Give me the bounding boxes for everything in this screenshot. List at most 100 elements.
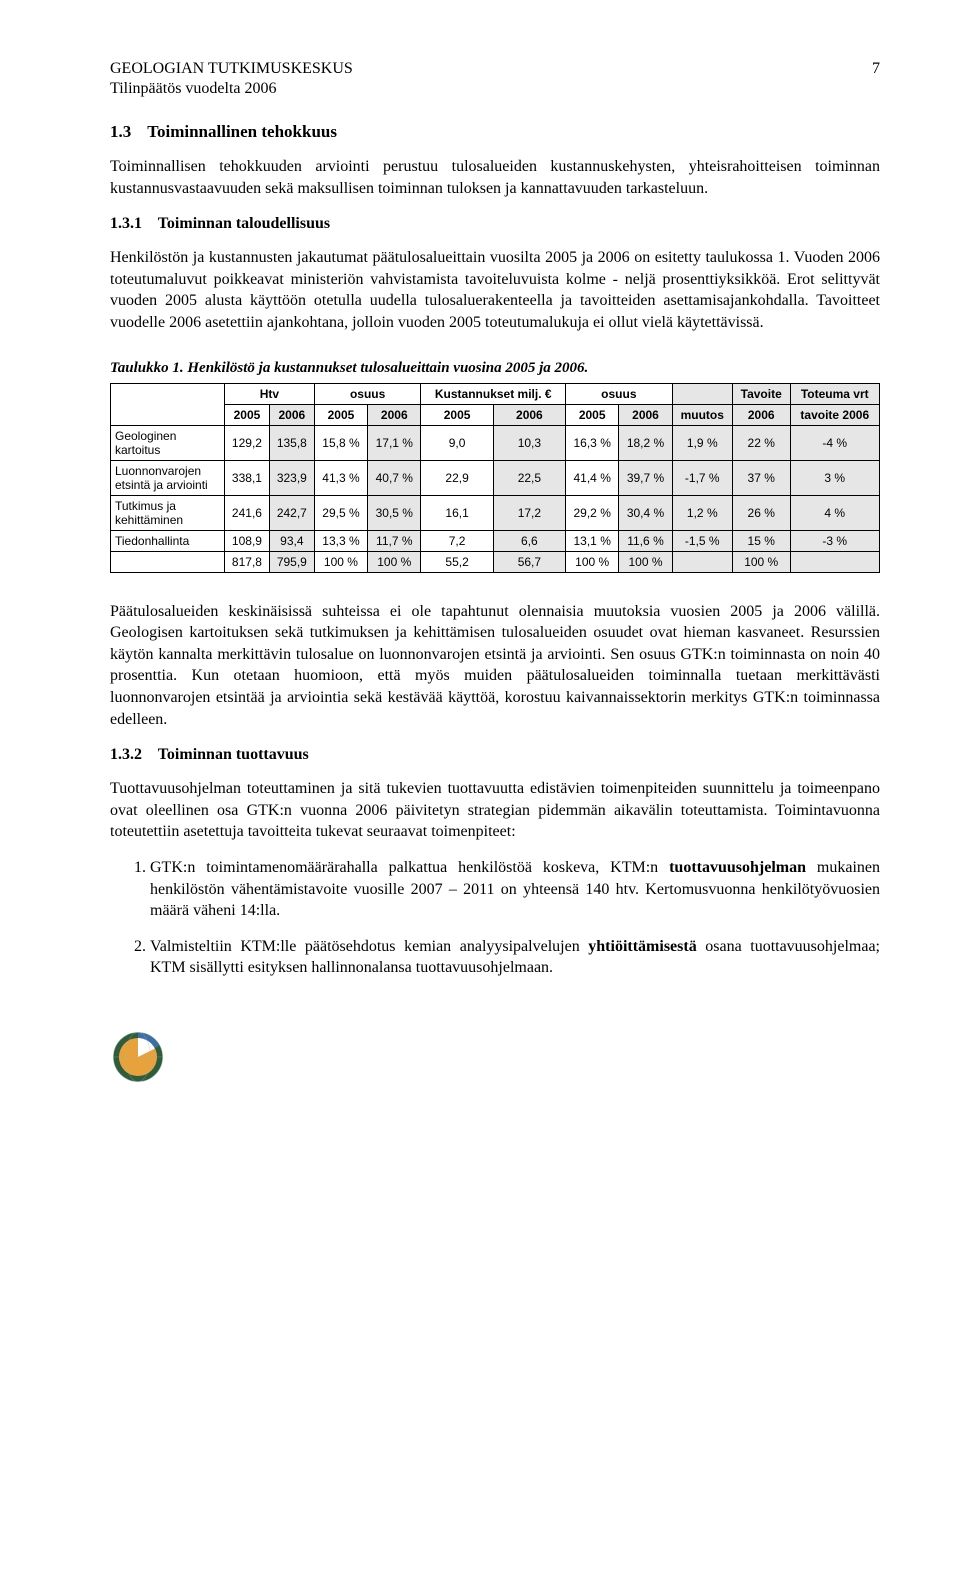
globe-icon <box>110 1029 166 1085</box>
cell: 100 % <box>566 551 619 572</box>
section-1-3-2-heading: 1.3.2 Toiminnan tuottavuus <box>110 746 880 764</box>
table-row: Luonnonvarojen etsintä ja arviointi338,1… <box>111 460 880 495</box>
th-y: 2006 <box>493 404 565 425</box>
cell: 338,1 <box>225 460 270 495</box>
cell: 56,7 <box>493 551 565 572</box>
cell: 4 % <box>790 495 879 530</box>
cell: 17,1 % <box>368 425 421 460</box>
cell: 241,6 <box>225 495 270 530</box>
document-page: GEOLOGIAN TUTKIMUSKESKUS 7 Tilinpäätös v… <box>0 0 960 1130</box>
th-osuus1: osuus <box>314 383 421 404</box>
cell: 29,5 % <box>314 495 367 530</box>
cell: 16,3 % <box>566 425 619 460</box>
cell: 11,6 % <box>619 530 672 551</box>
row-label: Luonnonvarojen etsintä ja arviointi <box>111 460 225 495</box>
post-table-p1: Päätulosalueiden keskinäisissä suhteissa… <box>110 601 880 731</box>
cell: 30,5 % <box>368 495 421 530</box>
numbered-list: GTK:n toimintamenomäärärahalla palkattua… <box>110 857 880 979</box>
cell: 3 % <box>790 460 879 495</box>
th-osuus2: osuus <box>566 383 673 404</box>
cell: 13,1 % <box>566 530 619 551</box>
table-1: Htv osuus Kustannukset milj. € osuus Tav… <box>110 383 880 573</box>
cell: 323,9 <box>269 460 314 495</box>
header-title: GEOLOGIAN TUTKIMUSKESKUS <box>110 60 353 78</box>
cell: 100 % <box>619 551 672 572</box>
cell: 817,8 <box>225 551 270 572</box>
list-item: Valmisteltiin KTM:lle päätösehdotus kemi… <box>150 936 880 979</box>
cell: 9,0 <box>421 425 493 460</box>
cell: 108,9 <box>225 530 270 551</box>
subsection-number: 1.3.1 <box>110 215 142 233</box>
th-y: 2006 <box>732 404 790 425</box>
th-muutos-blank <box>672 383 732 404</box>
cell: 17,2 <box>493 495 565 530</box>
cell: 41,3 % <box>314 460 367 495</box>
th-y: muutos <box>672 404 732 425</box>
cell: 18,2 % <box>619 425 672 460</box>
subsection-title: Toiminnan tuottavuus <box>158 746 309 763</box>
logo <box>110 1029 880 1090</box>
th-y: 2005 <box>566 404 619 425</box>
cell: 11,7 % <box>368 530 421 551</box>
th-y: 2005 <box>225 404 270 425</box>
th-htv: Htv <box>225 383 315 404</box>
cell: 22 % <box>732 425 790 460</box>
th-y: 2006 <box>619 404 672 425</box>
cell: 37 % <box>732 460 790 495</box>
list-item: GTK:n toimintamenomäärärahalla palkattua… <box>150 857 880 922</box>
cell: -1,5 % <box>672 530 732 551</box>
cell: 100 % <box>732 551 790 572</box>
row-label <box>111 551 225 572</box>
subsection-number: 1.3.2 <box>110 746 142 764</box>
cell: -3 % <box>790 530 879 551</box>
section-title: Toiminnallinen tehokkuus <box>147 122 337 141</box>
bold-term: tuottavuusohjelman <box>669 859 806 876</box>
cell: 16,1 <box>421 495 493 530</box>
cell: 41,4 % <box>566 460 619 495</box>
table-body: Geologinen kartoitus129,2135,815,8 %17,1… <box>111 425 880 572</box>
th-kust: Kustannukset milj. € <box>421 383 566 404</box>
section-number: 1.3 <box>110 122 131 142</box>
cell: 7,2 <box>421 530 493 551</box>
cell <box>672 551 732 572</box>
header-subtitle: Tilinpäätös vuodelta 2006 <box>110 80 880 98</box>
th-y: 2006 <box>269 404 314 425</box>
table-year-row: 2005 2006 2005 2006 2005 2006 2005 2006 … <box>111 404 880 425</box>
cell: 39,7 % <box>619 460 672 495</box>
cell: 22,9 <box>421 460 493 495</box>
th-blank <box>111 383 225 425</box>
section-1-3-1-p1: Henkilöstön ja kustannusten jakautumat p… <box>110 247 880 333</box>
cell: 1,9 % <box>672 425 732 460</box>
cell: 15 % <box>732 530 790 551</box>
cell: 26 % <box>732 495 790 530</box>
table-1-caption: Taulukko 1. Henkilöstö ja kustannukset t… <box>110 360 880 377</box>
page-header: GEOLOGIAN TUTKIMUSKESKUS 7 <box>110 60 880 78</box>
cell: -4 % <box>790 425 879 460</box>
th-y: 2005 <box>314 404 367 425</box>
table-row: Geologinen kartoitus129,2135,815,8 %17,1… <box>111 425 880 460</box>
subsection-title: Toiminnan taloudellisuus <box>158 215 330 232</box>
th-y: 2006 <box>368 404 421 425</box>
page-number: 7 <box>872 60 880 78</box>
cell: 129,2 <box>225 425 270 460</box>
cell: 29,2 % <box>566 495 619 530</box>
cell: 10,3 <box>493 425 565 460</box>
bold-term: yhtiöittämisestä <box>588 938 696 955</box>
cell <box>790 551 879 572</box>
cell: 30,4 % <box>619 495 672 530</box>
section-1-3-heading: 1.3 Toiminnallinen tehokkuus <box>110 122 880 142</box>
table-row: Tiedonhallinta108,993,413,3 %11,7 %7,26,… <box>111 530 880 551</box>
section-1-3-1-heading: 1.3.1 Toiminnan taloudellisuus <box>110 215 880 233</box>
table-row: Tutkimus ja kehittäminen241,6242,729,5 %… <box>111 495 880 530</box>
cell: 795,9 <box>269 551 314 572</box>
cell: 242,7 <box>269 495 314 530</box>
section-1-3-p1: Toiminnallisen tehokkuuden arviointi per… <box>110 156 880 199</box>
section-1-3-2-p1: Tuottavuusohjelman toteuttaminen ja sitä… <box>110 778 880 843</box>
th-toteuma: Toteuma vrt <box>790 383 879 404</box>
th-y: tavoite 2006 <box>790 404 879 425</box>
cell: 6,6 <box>493 530 565 551</box>
th-y: 2005 <box>421 404 493 425</box>
cell: -1,7 % <box>672 460 732 495</box>
table-group-row: Htv osuus Kustannukset milj. € osuus Tav… <box>111 383 880 404</box>
table-row: 817,8795,9100 %100 %55,256,7100 %100 %10… <box>111 551 880 572</box>
